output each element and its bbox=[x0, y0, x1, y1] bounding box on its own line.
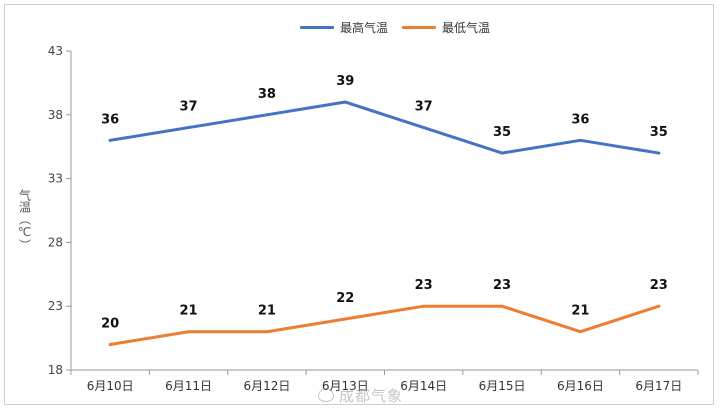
data-label-low: 23 bbox=[650, 278, 668, 293]
data-point-low bbox=[657, 304, 661, 308]
data-label-low: 21 bbox=[180, 304, 198, 319]
data-point-low bbox=[108, 342, 112, 346]
y-tick-label: 28 bbox=[48, 235, 63, 249]
data-label-high: 35 bbox=[650, 125, 668, 140]
data-point-low bbox=[578, 330, 582, 334]
watermark: 成都气象 bbox=[318, 385, 403, 406]
weibo-icon bbox=[318, 388, 334, 402]
legend-label-high: 最高气温 bbox=[340, 20, 389, 35]
data-label-low: 20 bbox=[101, 316, 119, 331]
data-label-low: 23 bbox=[415, 278, 433, 293]
y-tick-label: 23 bbox=[48, 299, 63, 313]
legend-label-low: 最低气温 bbox=[442, 20, 491, 35]
y-tick-label: 43 bbox=[48, 44, 63, 58]
watermark-text: 成都气象 bbox=[339, 387, 404, 405]
legend: 最高气温 最低气温 bbox=[300, 17, 504, 37]
data-point-high bbox=[108, 138, 112, 142]
series-line-high bbox=[108, 100, 661, 155]
data-point-low bbox=[187, 330, 191, 334]
x-tick-label: 6月15日 bbox=[479, 379, 526, 393]
y-tick-label: 18 bbox=[48, 363, 63, 377]
data-label-high: 37 bbox=[415, 100, 433, 115]
data-point-high bbox=[422, 126, 426, 130]
x-tick-label: 6月13日 bbox=[322, 379, 369, 393]
data-point-high bbox=[265, 113, 269, 117]
y-axis-label: 气温（℃） bbox=[17, 189, 32, 251]
series-line-low bbox=[108, 304, 661, 346]
data-label-high: 37 bbox=[180, 100, 198, 115]
x-tick-label: 6月17日 bbox=[635, 379, 682, 393]
data-point-high bbox=[343, 100, 347, 104]
data-label-low: 23 bbox=[493, 278, 511, 293]
data-label-high: 36 bbox=[571, 112, 589, 127]
legend-swatch-low bbox=[402, 25, 437, 29]
chart-frame bbox=[4, 4, 714, 405]
x-tick-label: 6月12日 bbox=[243, 379, 290, 393]
legend-swatch-high bbox=[300, 25, 334, 29]
data-point-low bbox=[265, 330, 269, 334]
data-label-low: 22 bbox=[336, 291, 354, 306]
data-label-high: 35 bbox=[493, 125, 511, 140]
data-label-high: 39 bbox=[336, 74, 354, 89]
x-tick-label: 6月14日 bbox=[400, 379, 447, 393]
x-tick-label: 6月10日 bbox=[87, 379, 134, 393]
data-point-high bbox=[187, 126, 191, 130]
legend-item-low: 最低气温 bbox=[402, 19, 490, 36]
data-point-high bbox=[500, 151, 504, 155]
y-tick-label: 38 bbox=[48, 108, 63, 122]
data-label-low: 21 bbox=[571, 304, 589, 319]
data-point-low bbox=[500, 304, 504, 308]
data-label-high: 38 bbox=[258, 87, 276, 102]
legend-item-high: 最高气温 bbox=[300, 19, 388, 36]
x-tick-label: 6月16日 bbox=[557, 379, 604, 393]
data-point-low bbox=[422, 304, 426, 308]
data-point-high bbox=[578, 138, 582, 142]
data-label-low: 21 bbox=[258, 304, 276, 319]
data-label-high: 36 bbox=[101, 112, 119, 127]
y-tick-label: 33 bbox=[48, 172, 63, 186]
data-point-low bbox=[343, 317, 347, 321]
x-tick-label: 6月11日 bbox=[165, 379, 212, 393]
data-point-high bbox=[657, 151, 661, 155]
